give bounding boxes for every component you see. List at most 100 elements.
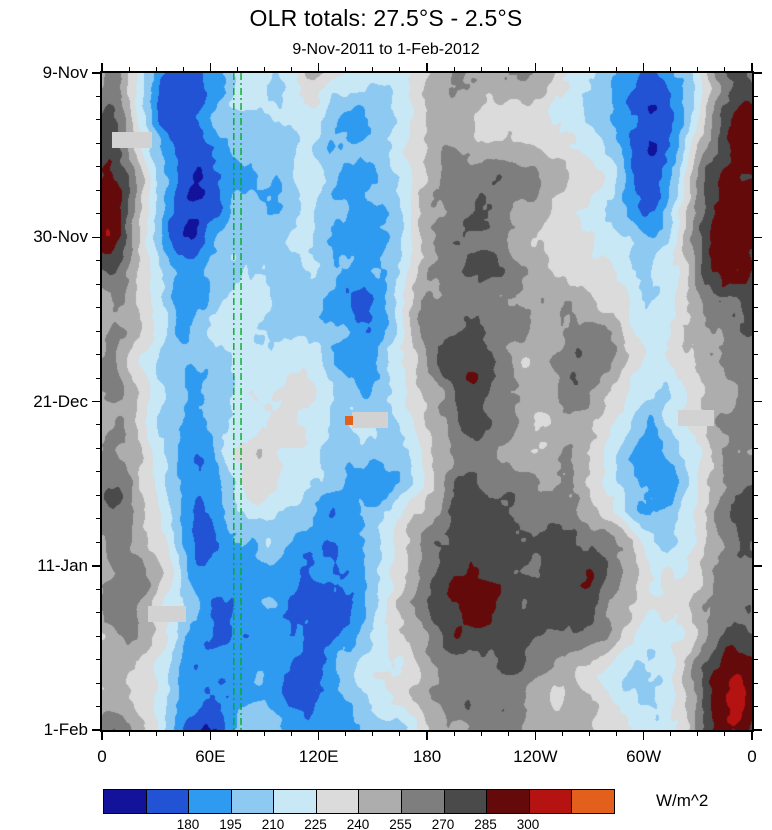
x-tick-label: 60E — [195, 747, 226, 766]
tick-mark — [754, 424, 758, 426]
tick-mark — [426, 732, 428, 740]
tick-mark — [96, 541, 100, 543]
colorbar — [103, 789, 615, 814]
plot-frame — [100, 71, 754, 732]
tick-mark — [317, 732, 320, 740]
tick-mark — [92, 565, 100, 567]
x-tick-label: 120W — [513, 747, 558, 766]
tick-mark — [372, 732, 374, 736]
tick-mark — [317, 63, 320, 71]
olr-heatmap-canvas — [102, 73, 752, 730]
tick-mark — [96, 354, 100, 356]
tick-mark — [754, 400, 762, 403]
colorbar-tick-label: 210 — [261, 817, 285, 830]
tick-mark — [589, 67, 590, 71]
tick-mark — [264, 67, 265, 71]
tick-mark — [507, 67, 509, 71]
tick-mark — [616, 732, 618, 736]
tick-mark — [754, 260, 758, 262]
tick-mark — [92, 400, 100, 403]
tick-mark — [101, 732, 103, 740]
tick-mark — [96, 588, 100, 590]
tick-mark — [724, 732, 726, 736]
colorbar-segment — [402, 790, 445, 813]
tick-mark — [96, 659, 100, 661]
colorbar-segment — [444, 790, 488, 813]
colorbar-tick-label: 255 — [389, 817, 412, 830]
tick-mark — [101, 63, 103, 71]
tick-mark — [372, 67, 374, 71]
colorbar-segment — [572, 790, 614, 813]
y-tick-label: 11-Jan — [37, 555, 88, 575]
colorbar-segment — [274, 790, 317, 813]
x-tick-label: 0 — [747, 747, 757, 766]
tick-mark — [345, 67, 347, 71]
tick-mark — [561, 732, 563, 736]
x-tick-label: 120E — [298, 747, 339, 766]
tick-mark — [155, 67, 157, 71]
tick-mark — [616, 67, 618, 71]
tick-mark — [754, 471, 758, 473]
tick-mark — [754, 236, 762, 238]
x-tick-label: 0 — [97, 747, 107, 766]
tick-mark — [534, 63, 537, 71]
tick-mark — [345, 732, 347, 736]
plot-overlay — [112, 73, 714, 730]
colorbar-segment — [231, 790, 275, 813]
tick-mark — [754, 189, 758, 191]
colorbar-tick-label: 195 — [219, 817, 242, 830]
y-tick-label: 21-Dec — [33, 391, 88, 411]
tick-mark — [96, 518, 100, 520]
tick-mark — [754, 377, 758, 379]
tick-mark — [92, 236, 100, 238]
colorbar-tick-label: 300 — [516, 817, 540, 830]
x-tick-label: 60W — [626, 747, 662, 766]
tick-mark — [209, 732, 212, 740]
tick-mark — [754, 729, 762, 731]
missing-data-patch — [678, 410, 714, 426]
tick-mark — [561, 67, 563, 71]
tick-mark — [96, 260, 100, 262]
tick-mark — [751, 732, 753, 740]
tick-mark — [92, 72, 100, 74]
y-tick-label: 30-Nov — [33, 227, 88, 247]
tick-mark — [754, 307, 758, 309]
colorbar-tick-label: 285 — [474, 817, 497, 830]
tick-mark — [96, 635, 100, 637]
tick-mark — [291, 732, 293, 736]
colorbar-segment — [359, 790, 403, 813]
tick-mark — [96, 706, 100, 708]
colorbar-segment — [529, 790, 573, 813]
tick-mark — [754, 635, 758, 637]
tick-mark — [264, 732, 265, 736]
tick-mark — [236, 732, 238, 736]
colorbar-tick-label: 270 — [431, 817, 455, 830]
colorbar-segment — [316, 790, 360, 813]
tick-mark — [209, 63, 212, 71]
tick-mark — [670, 732, 672, 736]
tick-mark — [754, 659, 758, 661]
tick-mark — [96, 307, 100, 309]
tick-mark — [480, 732, 482, 736]
tick-mark — [96, 119, 100, 121]
tick-mark — [128, 732, 130, 736]
tick-mark — [399, 67, 401, 71]
tick-mark — [291, 67, 293, 71]
chart-subtitle: 9-Nov-2011 to 1-Feb-2012 — [292, 41, 480, 58]
tick-mark — [96, 189, 100, 191]
tick-mark — [182, 732, 184, 736]
tick-mark — [754, 354, 758, 356]
tick-mark — [642, 732, 645, 740]
tick-mark — [96, 283, 100, 285]
colorbar-tick-label: 180 — [176, 817, 200, 830]
tick-mark — [754, 213, 758, 215]
tick-mark — [128, 67, 130, 71]
tick-mark — [155, 732, 157, 736]
tick-mark — [480, 67, 482, 71]
tick-mark — [96, 612, 100, 614]
colorbar-segment — [146, 790, 190, 813]
tick-mark — [754, 166, 758, 168]
tick-mark — [754, 588, 758, 590]
tick-mark — [754, 706, 758, 708]
